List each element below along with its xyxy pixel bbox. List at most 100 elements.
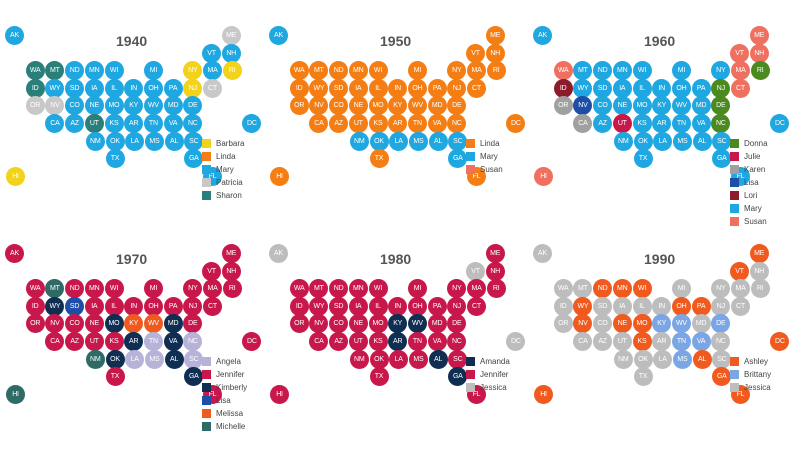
state-tile-hi: HI [534, 384, 553, 404]
state-tile-tn: TN [407, 332, 427, 351]
state-tile-nj: NJ [711, 78, 731, 98]
state-tile-wa: WA [553, 279, 573, 299]
state-tile-ny: NY [447, 61, 467, 81]
state-tile-wy: WY [45, 78, 65, 98]
state-tile-md: MD [163, 314, 183, 334]
state-tile-mt: MT [309, 61, 329, 81]
state-tile-wa: WA [289, 279, 309, 299]
state-tile-va: VA [163, 114, 183, 133]
state-tile-mn: MN [612, 279, 632, 299]
state-tile-ia: IA [348, 78, 368, 98]
state-tile-sd: SD [65, 78, 85, 98]
legend-swatch [730, 357, 739, 366]
state-tile-nm: NM [613, 131, 633, 151]
state-tile-pa: PA [163, 78, 183, 98]
state-tile-oh: OH [143, 296, 163, 316]
legend-label: Ashley [744, 357, 769, 366]
state-tile-ne: NE [84, 96, 104, 116]
state-tile-ms: MS [672, 131, 692, 151]
state-tile-mi: MI [671, 279, 691, 299]
state-tile-ky: KY [652, 96, 672, 116]
legend-swatch [202, 383, 211, 392]
state-tile-nv: NV [573, 96, 593, 116]
state-tile-dc: DC [770, 332, 790, 351]
state-tile-sd: SD [329, 296, 349, 316]
state-tile-ak: AK [533, 26, 552, 45]
state-tile-sd: SD [593, 78, 613, 98]
state-tile-la: LA [125, 131, 145, 151]
state-tile-dc: DC [506, 114, 526, 133]
state-tile-dc: DC [242, 114, 262, 133]
state-tile-ms: MS [408, 349, 428, 369]
state-tile-ut: UT [84, 114, 104, 133]
state-tile-hi: HI [534, 166, 553, 186]
legend-label: Amanda [480, 357, 510, 366]
state-tile-tx: TX [105, 367, 125, 387]
legend-swatch [202, 139, 211, 148]
state-tile-wv: WV [407, 96, 427, 116]
state-tile-mn: MN [612, 61, 632, 81]
state-tile-wi: WI [632, 61, 652, 81]
state-tile-ia: IA [612, 296, 632, 316]
state-tile-tn: TN [671, 114, 691, 133]
state-tile-ma: MA [467, 61, 486, 81]
state-tile-mt: MT [573, 61, 593, 81]
state-tile-va: VA [163, 332, 183, 351]
state-tile-oh: OH [671, 296, 691, 316]
state-tile-nh: NH [749, 43, 769, 63]
state-tile-wv: WV [671, 96, 691, 116]
state-tile-or: OR [553, 96, 573, 116]
state-tile-il: IL [368, 78, 388, 98]
state-tile-la: LA [389, 131, 409, 151]
state-tile-wi: WI [104, 61, 124, 81]
state-tile-al: AL [428, 349, 448, 369]
legend-swatch [466, 152, 475, 161]
state-tile-sc: SC [712, 131, 732, 151]
state-tile-al: AL [692, 349, 712, 369]
state-tile-az: AZ [593, 114, 613, 133]
state-tile-ar: AR [124, 332, 144, 351]
state-tile-wa: WA [553, 61, 573, 81]
state-tile-ks: KS [104, 114, 124, 133]
state-tile-id: ID [553, 296, 573, 316]
state-tile-ak: AK [269, 26, 288, 45]
state-tile-de: DE [711, 314, 731, 334]
state-tile-id: ID [289, 78, 309, 98]
state-tile-pa: PA [427, 78, 447, 98]
state-tile-ky: KY [124, 96, 144, 116]
legend-label: Donna [744, 139, 768, 148]
state-tile-ma: MA [203, 279, 222, 299]
state-tile-ne: NE [612, 314, 632, 334]
state-tile-az: AZ [593, 332, 613, 351]
state-tile-mo: MO [104, 96, 124, 116]
legend-label: Mary [744, 204, 762, 213]
state-tile-mo: MO [632, 96, 652, 116]
state-tile-co: CO [593, 314, 613, 334]
map-panel-1970: 1970 AK ME VT NH WA MT ND MN WI MI NY MA RI ID WY SD IA IL… [5, 238, 274, 460]
state-tile-mi: MI [143, 61, 163, 81]
state-tile-ok: OK [105, 349, 125, 369]
state-tile-ri: RI [750, 279, 770, 299]
legend-label: Michelle [216, 422, 246, 431]
state-tile-in: IN [124, 78, 144, 98]
state-tile-vt: VT [466, 43, 485, 63]
state-tile-vt: VT [730, 43, 749, 63]
legend-label: Sharon [216, 191, 242, 200]
state-tile-mo: MO [368, 96, 388, 116]
state-tile-ks: KS [632, 114, 652, 133]
state-tile-id: ID [25, 78, 45, 98]
state-tile-nj: NJ [183, 78, 203, 98]
state-tile-ks: KS [368, 332, 388, 351]
legend-label: Mary [216, 165, 234, 174]
state-tile-wy: WY [309, 296, 329, 316]
state-tile-ms: MS [408, 131, 428, 151]
state-tile-me: ME [485, 244, 505, 263]
state-tile-ma: MA [731, 279, 750, 299]
state-tile-nd: ND [329, 279, 349, 299]
state-tile-ga: GA [712, 149, 732, 169]
state-tile-ca: CA [45, 332, 65, 351]
state-tile-la: LA [125, 349, 145, 369]
state-tile-ca: CA [573, 332, 593, 351]
state-tile-wi: WI [632, 279, 652, 299]
state-tile-ar: AR [388, 332, 408, 351]
